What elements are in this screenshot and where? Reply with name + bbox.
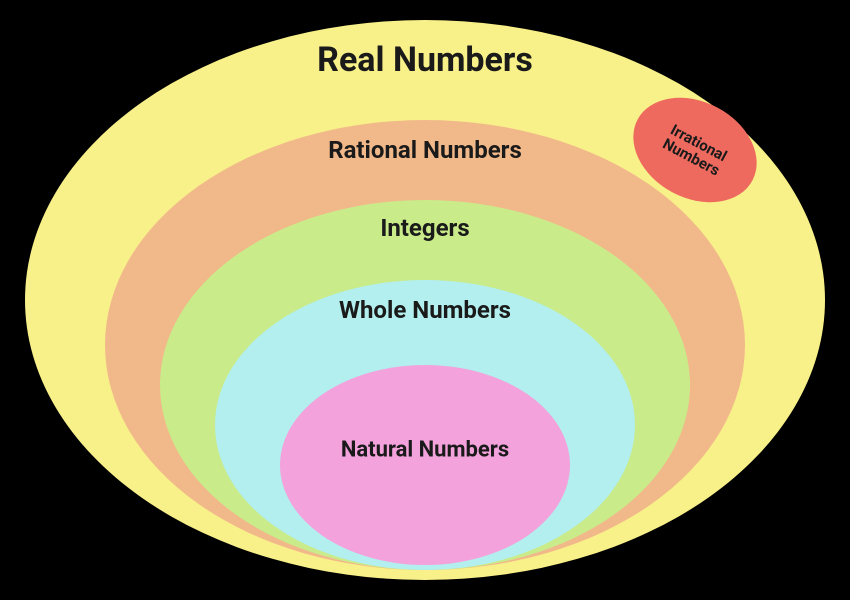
- natural-numbers-set: [280, 365, 570, 565]
- integers-label: Integers: [380, 214, 469, 242]
- real-numbers-label: Real Numbers: [317, 40, 533, 80]
- natural-numbers-label: Natural Numbers: [341, 438, 509, 463]
- rational-numbers-label: Rational Numbers: [328, 136, 522, 164]
- whole-numbers-label: Whole Numbers: [339, 296, 511, 324]
- irrational-numbers-label: Irrational Numbers: [660, 121, 730, 179]
